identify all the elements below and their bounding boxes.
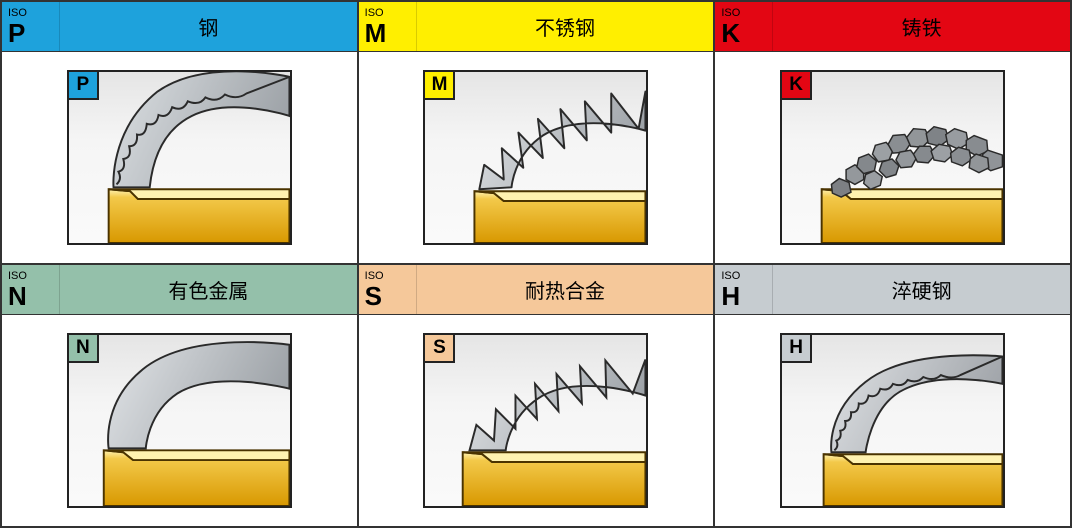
frame-M: M [423, 70, 648, 245]
badge-H: H [782, 335, 812, 363]
iso-letter-S: S [365, 283, 416, 309]
header-H: ISO H 淬硬钢 [715, 265, 1070, 315]
header-N: ISO N 有色金属 [2, 265, 357, 315]
cell-S: ISO S 耐热合金 S [358, 264, 715, 527]
tool-rake-icon [463, 452, 646, 462]
chip-icon [108, 342, 289, 448]
iso-material-grid: ISO P 钢 P [0, 0, 1072, 528]
cell-M: ISO M 不锈钢 M [358, 1, 715, 264]
illustration-H: H [715, 315, 1070, 526]
header-S: ISO S 耐热合金 [359, 265, 714, 315]
chip-diagram-S [425, 335, 646, 506]
illustration-K: K [715, 52, 1070, 263]
title-H: 淬硬钢 [773, 265, 1070, 314]
chip-granules-icon [832, 127, 1003, 197]
badge-K: K [782, 72, 812, 100]
iso-letter-N: N [8, 283, 59, 309]
chip-icon [831, 355, 1002, 452]
iso-letter-M: M [365, 20, 416, 46]
iso-label: ISO [365, 8, 416, 19]
badge-P: P [69, 72, 99, 100]
frame-P: P [67, 70, 292, 245]
chip-icon [480, 92, 646, 190]
frame-S: S [423, 333, 648, 508]
iso-block-H: ISO H [715, 265, 773, 314]
iso-label: ISO [721, 271, 772, 282]
tool-rake-icon [108, 189, 289, 199]
header-P: ISO P 钢 [2, 2, 357, 52]
iso-letter-P: P [8, 20, 59, 46]
title-N: 有色金属 [60, 265, 357, 314]
illustration-M: M [359, 52, 714, 263]
chip-diagram-K [782, 72, 1003, 243]
frame-K: K [780, 70, 1005, 245]
chip-diagram-H [782, 335, 1003, 506]
cell-K: ISO K 铸铁 K [714, 1, 1071, 264]
frame-H: H [780, 333, 1005, 508]
tool-rake-icon [104, 450, 290, 460]
header-K: ISO K 铸铁 [715, 2, 1070, 52]
iso-block-K: ISO K [715, 2, 773, 51]
iso-block-M: ISO M [359, 2, 417, 51]
chip-diagram-M [425, 72, 646, 243]
iso-label: ISO [721, 8, 772, 19]
iso-label: ISO [8, 8, 59, 19]
title-K: 铸铁 [773, 2, 1070, 51]
badge-S: S [425, 335, 455, 363]
tool-rake-icon [824, 454, 1003, 464]
cell-H: ISO H 淬硬钢 H [714, 264, 1071, 527]
badge-M: M [425, 72, 455, 100]
header-M: ISO M 不锈钢 [359, 2, 714, 52]
iso-block-S: ISO S [359, 265, 417, 314]
iso-letter-H: H [721, 283, 772, 309]
iso-block-N: ISO N [2, 265, 60, 314]
cell-P: ISO P 钢 P [1, 1, 358, 264]
title-S: 耐热合金 [417, 265, 714, 314]
iso-label: ISO [365, 271, 416, 282]
frame-N: N [67, 333, 292, 508]
illustration-N: N [2, 315, 357, 526]
illustration-S: S [359, 315, 714, 526]
title-P: 钢 [60, 2, 357, 51]
badge-N: N [69, 335, 99, 363]
cell-N: ISO N 有色金属 N [1, 264, 358, 527]
illustration-P: P [2, 52, 357, 263]
iso-letter-K: K [721, 20, 772, 46]
iso-block-P: ISO P [2, 2, 60, 51]
iso-label: ISO [8, 271, 59, 282]
title-M: 不锈钢 [417, 2, 714, 51]
chip-diagram-N [69, 335, 290, 506]
chip-icon [113, 72, 289, 187]
chip-icon [470, 359, 646, 450]
chip-diagram-P [69, 72, 290, 243]
